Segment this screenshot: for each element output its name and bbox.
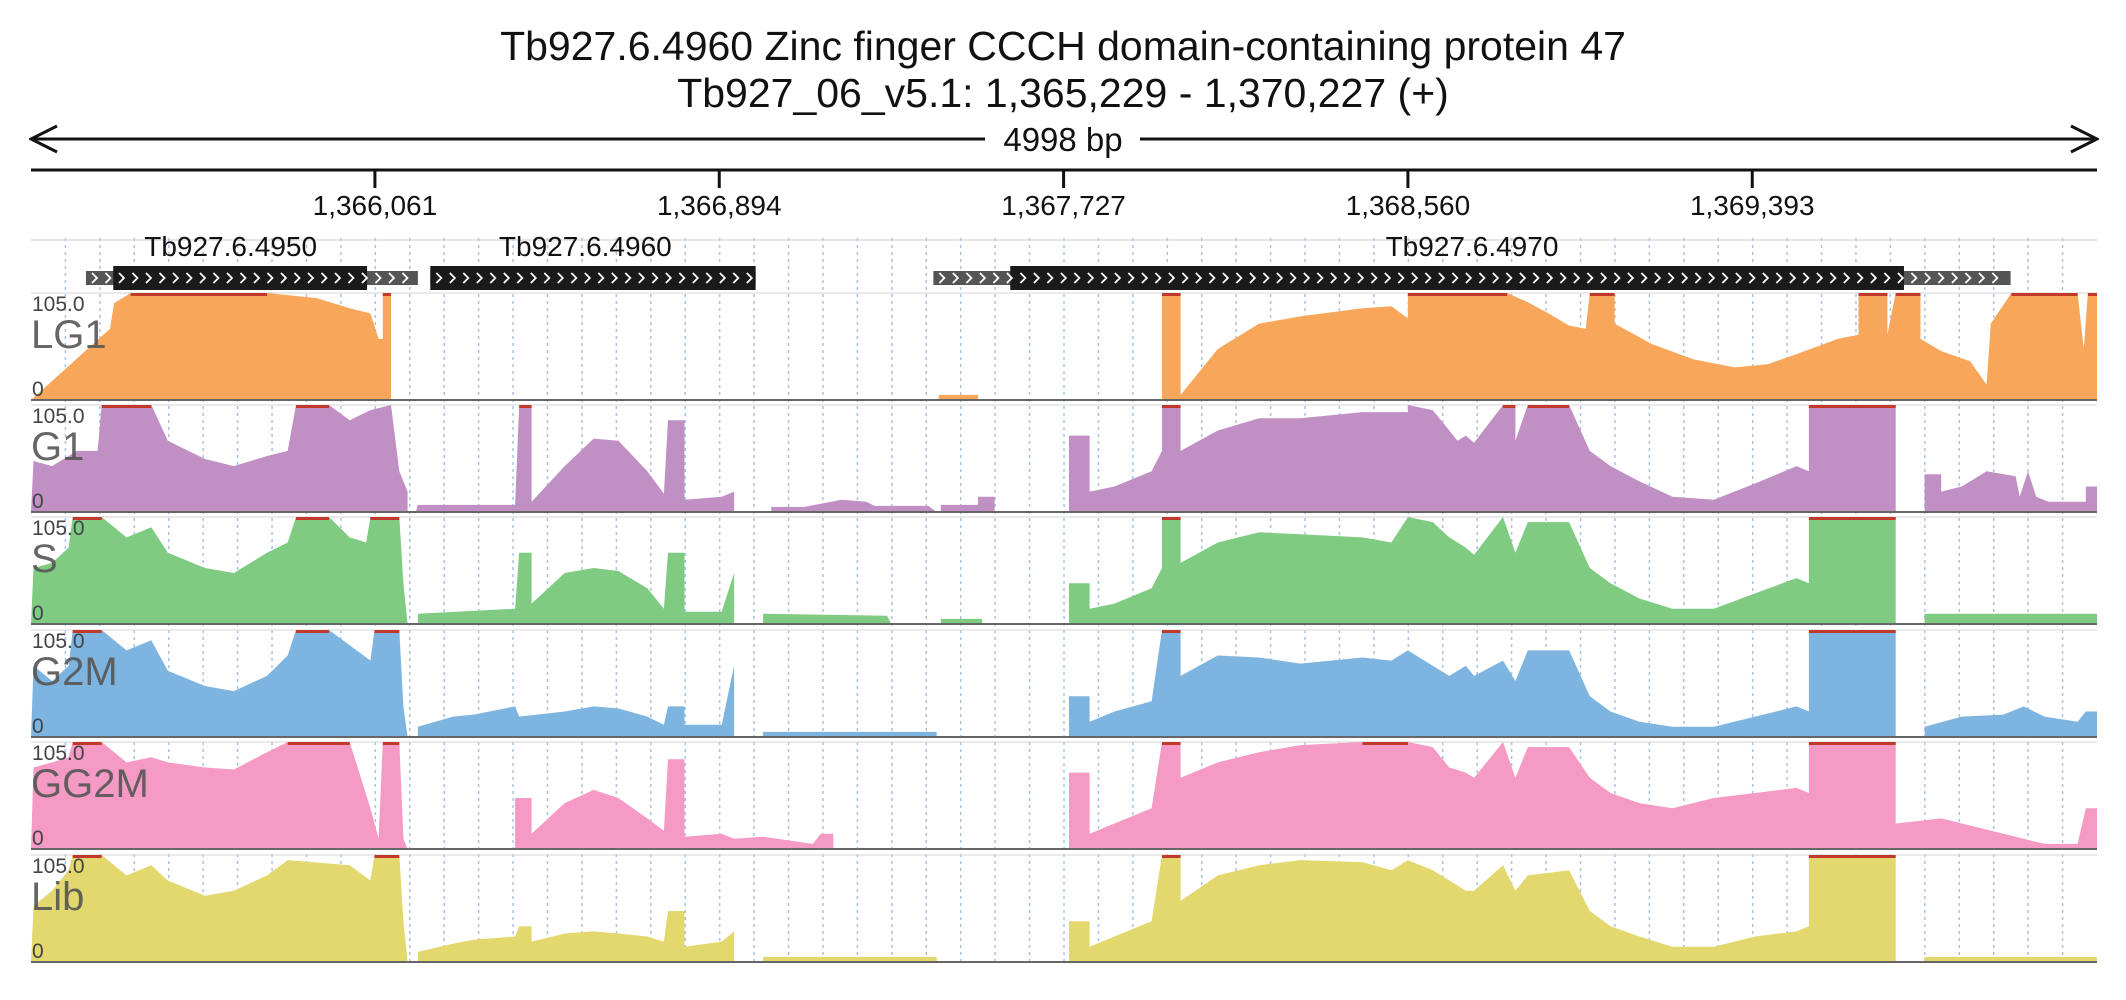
clip-marker xyxy=(1161,630,1181,633)
chart-subtitle: Tb927_06_v5.1: 1,365,229 - 1,370,227 (+) xyxy=(677,70,1449,116)
track-g2m: 105.0 0 G2M xyxy=(31,629,2097,738)
clip-marker xyxy=(382,293,392,296)
gene-cds xyxy=(113,266,368,290)
clip-marker xyxy=(130,293,268,296)
y-min-label: 0 xyxy=(32,940,44,963)
clip-marker xyxy=(374,630,400,633)
x-tick-label: 1,366,061 xyxy=(313,190,438,221)
clip-marker xyxy=(72,855,102,858)
clip-marker xyxy=(72,742,102,745)
clip-marker xyxy=(2011,293,2078,296)
y-min-label: 0 xyxy=(32,490,44,513)
clip-marker xyxy=(1161,742,1181,745)
gene-track: Tb927.6.4950 Tb927.6.4960 Tb927.6.4970 xyxy=(31,231,2097,290)
clip-marker xyxy=(295,517,330,520)
track-s: 105.0 0 S xyxy=(31,516,2097,625)
coverage-area xyxy=(31,630,2097,737)
coverage-tracks: 105.00LG1105.00G1105.00S105.00G2M105.00G… xyxy=(31,292,2097,963)
track-label: GG2M xyxy=(31,762,149,806)
track-label: S xyxy=(31,537,58,581)
gene-tb927-6-4970: Tb927.6.4970 xyxy=(933,231,2011,290)
gene-tb927-6-4960: Tb927.6.4960 xyxy=(430,231,756,290)
span-label: 4998 bp xyxy=(1003,121,1122,158)
clip-marker xyxy=(370,517,400,520)
clip-marker xyxy=(1161,293,1181,296)
y-min-label: 0 xyxy=(32,378,44,401)
clip-marker xyxy=(1808,855,1896,858)
y-min-label: 0 xyxy=(32,827,44,850)
y-max-label: 105.0 xyxy=(32,742,85,765)
clip-marker xyxy=(1161,855,1181,858)
clip-marker xyxy=(1407,293,1508,296)
y-min-label: 0 xyxy=(32,602,44,625)
clip-marker xyxy=(1808,742,1896,745)
chart-title: Tb927.6.4960 Zinc finger CCCH domain-con… xyxy=(500,23,1626,69)
clip-marker xyxy=(295,405,330,408)
gene-tb927-6-4950: Tb927.6.4950 xyxy=(85,231,418,290)
clip-marker xyxy=(1808,630,1896,633)
gene-label: Tb927.6.4960 xyxy=(499,231,672,262)
y-min-label: 0 xyxy=(32,715,44,738)
clip-marker xyxy=(72,630,102,633)
clip-marker xyxy=(1895,293,1921,296)
track-label: LG1 xyxy=(31,313,107,357)
gene-label: Tb927.6.4950 xyxy=(144,231,317,262)
clip-marker xyxy=(1527,405,1570,408)
track-lg1: 105.0 0 LG1 xyxy=(31,292,2097,401)
clip-marker xyxy=(1808,517,1896,520)
strand-chevrons xyxy=(938,272,1999,284)
gene-label: Tb927.6.4970 xyxy=(1386,231,1559,262)
x-tick-label: 1,369,393 xyxy=(1690,190,1815,221)
coverage-area xyxy=(31,855,2097,962)
coverage-area xyxy=(31,742,2097,849)
track-label: G2M xyxy=(31,650,118,694)
coverage-area xyxy=(31,293,2097,400)
track-lib: 105.0 0 Lib xyxy=(31,854,2097,963)
clip-marker xyxy=(1808,405,1896,408)
y-max-label: 105.0 xyxy=(32,405,85,428)
x-tick-label: 1,367,727 xyxy=(1001,190,1126,221)
clip-marker xyxy=(101,405,152,408)
y-max-label: 105.0 xyxy=(32,293,85,316)
strand-chevrons xyxy=(91,272,409,284)
clip-marker xyxy=(519,405,532,408)
gene-cds xyxy=(430,266,756,290)
clip-marker xyxy=(1362,742,1408,745)
track-gg2m: 105.0 0 GG2M xyxy=(31,741,2097,850)
clip-marker xyxy=(1161,517,1181,520)
clip-marker xyxy=(72,517,102,520)
clip-marker xyxy=(1589,293,1615,296)
clip-marker xyxy=(287,742,350,745)
strand-chevrons xyxy=(435,272,754,284)
y-max-label: 105.0 xyxy=(32,855,85,878)
clip-marker xyxy=(1161,405,1181,408)
track-label: G1 xyxy=(31,425,84,469)
track-g1: 105.0 0 G1 xyxy=(31,404,2097,513)
clip-marker xyxy=(295,630,330,633)
clip-marker xyxy=(382,742,400,745)
clip-marker xyxy=(1502,405,1516,408)
clip-marker xyxy=(1858,293,1888,296)
clip-marker xyxy=(374,855,400,858)
y-max-label: 105.0 xyxy=(32,630,85,653)
x-tick-label: 1,366,894 xyxy=(657,190,782,221)
coverage-area xyxy=(31,405,2097,512)
coverage-area xyxy=(31,517,2097,624)
x-tick-label: 1,368,560 xyxy=(1346,190,1471,221)
clip-marker xyxy=(2087,293,2097,296)
y-max-label: 105.0 xyxy=(32,517,85,540)
track-label: Lib xyxy=(31,875,84,919)
x-axis-ticks: 1,366,061 1,366,894 1,367,727 1,368,560 1,36… xyxy=(313,170,1815,221)
span-indicator: 4998 bp xyxy=(31,121,2097,158)
